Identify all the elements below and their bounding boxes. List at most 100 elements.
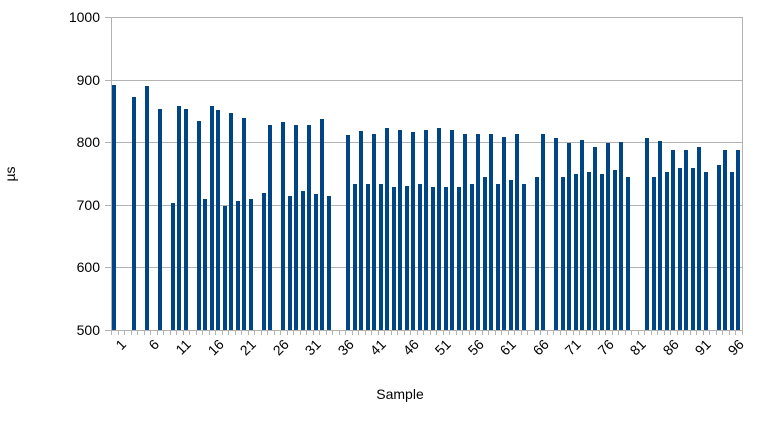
x-tick-mark	[742, 331, 743, 335]
x-tick-label: 71	[561, 336, 585, 359]
x-tick-mark	[163, 331, 164, 335]
x-tick-mark	[735, 331, 736, 335]
x-tick-mark	[352, 331, 353, 335]
x-tick-label: 1	[112, 336, 130, 353]
bar-sample-89	[684, 150, 688, 330]
x-tick-mark	[410, 331, 411, 335]
x-tick-mark	[397, 331, 398, 335]
x-tick-label: 51	[431, 336, 455, 359]
bar-sample-12	[184, 109, 188, 330]
bar-sample-76	[600, 174, 604, 330]
x-tick-mark	[456, 331, 457, 335]
x-tick-mark	[677, 331, 678, 335]
bar-sample-41	[372, 134, 376, 330]
bar-sample-6	[145, 86, 149, 330]
bar-sample-50	[431, 187, 435, 330]
bar-sample-60	[496, 184, 500, 330]
bar-sample-1	[112, 85, 116, 330]
x-tick-mark	[404, 331, 405, 335]
x-tick-mark	[248, 331, 249, 335]
x-tick-mark	[118, 331, 119, 335]
bar-sample-91	[697, 147, 701, 330]
x-tick-mark	[131, 331, 132, 335]
x-tick-mark	[501, 331, 502, 335]
x-tick-mark	[137, 331, 138, 335]
bar-sample-48	[418, 184, 422, 330]
bar-sample-32	[314, 194, 318, 330]
x-tick-mark	[345, 331, 346, 335]
bar-sample-24	[262, 193, 266, 330]
gridline	[111, 17, 742, 18]
bar-sample-20	[236, 201, 240, 330]
x-tick-mark	[664, 331, 665, 335]
x-tick-mark	[436, 331, 437, 335]
x-axis-title: Sample	[376, 386, 424, 402]
x-tick-mark	[157, 331, 158, 335]
x-tick-label: 36	[334, 336, 358, 359]
bar-sample-83	[645, 138, 649, 330]
x-tick-mark	[202, 331, 203, 335]
x-tick-mark	[358, 331, 359, 335]
bar-sample-31	[307, 125, 311, 330]
x-tick-mark	[365, 331, 366, 335]
x-tick-mark	[540, 331, 541, 335]
x-tick-mark	[592, 331, 593, 335]
bar-sample-46	[405, 186, 409, 330]
y-tick-mark	[105, 205, 111, 206]
x-tick-mark	[657, 331, 658, 335]
bar-sample-85	[658, 141, 662, 330]
bar-sample-57	[476, 134, 480, 330]
x-tick-mark	[579, 331, 580, 335]
bar-sample-19	[229, 113, 233, 330]
x-tick-mark	[488, 331, 489, 335]
x-tick-mark	[690, 331, 691, 335]
x-tick-label: 26	[269, 336, 293, 359]
x-tick-mark	[553, 331, 554, 335]
x-tick-mark	[417, 331, 418, 335]
bar-sample-96	[730, 172, 734, 330]
bar-sample-22	[249, 199, 253, 330]
x-tick-mark	[482, 331, 483, 335]
x-tick-mark	[287, 331, 288, 335]
y-tick-label: 900	[76, 72, 100, 88]
bar-sample-51	[437, 128, 441, 330]
x-tick-mark	[560, 331, 561, 335]
plot-right-border	[742, 17, 743, 330]
x-tick-mark	[430, 331, 431, 335]
x-tick-mark	[241, 331, 242, 335]
x-tick-mark	[612, 331, 613, 335]
bar-sample-25	[268, 125, 272, 330]
x-tick-mark	[222, 331, 223, 335]
x-tick-mark	[254, 331, 255, 335]
y-tick-mark	[105, 267, 111, 268]
x-tick-mark	[449, 331, 450, 335]
x-tick-mark	[625, 331, 626, 335]
bar-sample-61	[502, 137, 506, 330]
bar-sample-52	[444, 187, 448, 330]
x-tick-label: 86	[659, 336, 683, 359]
bar-sample-42	[379, 184, 383, 330]
y-tick-mark	[105, 80, 111, 81]
bar-sample-73	[580, 140, 584, 330]
x-tick-mark	[696, 331, 697, 335]
y-tick-label: 1000	[68, 9, 100, 25]
bar-sample-30	[301, 191, 305, 330]
x-tick-mark	[644, 331, 645, 335]
x-tick-mark	[618, 331, 619, 335]
bar-sample-49	[424, 130, 428, 330]
bar-sample-38	[353, 184, 357, 330]
x-tick-mark	[306, 331, 307, 335]
x-tick-mark	[326, 331, 327, 335]
bar-sample-95	[723, 150, 727, 330]
x-tick-mark	[183, 331, 184, 335]
y-tick-label: 500	[76, 322, 100, 338]
bar-sample-88	[678, 168, 682, 330]
bar-sample-78	[613, 170, 617, 330]
bar-sample-18	[223, 206, 227, 330]
x-tick-mark	[599, 331, 600, 335]
bar-sample-72	[574, 174, 578, 330]
bar-sample-34	[327, 196, 331, 330]
bar-sample-67	[541, 134, 545, 330]
x-tick-mark	[319, 331, 320, 335]
x-tick-mark	[235, 331, 236, 335]
